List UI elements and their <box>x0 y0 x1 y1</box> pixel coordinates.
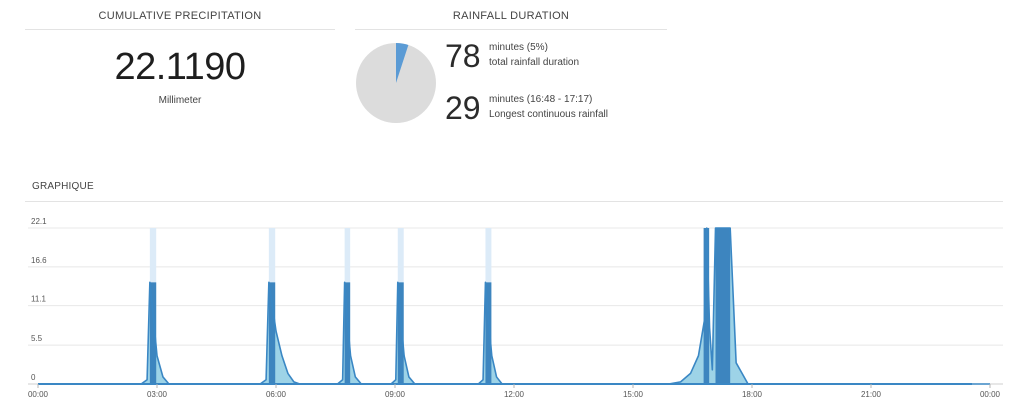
rain-bar <box>397 282 404 384</box>
series-area <box>38 228 990 384</box>
rainfall-duration-pie <box>356 43 436 123</box>
longest-rainfall-range-label: minutes (16:48 - 17:17) <box>489 94 593 105</box>
graph-title: GRAPHIQUE <box>32 181 94 192</box>
x-tick-label: 09:00 <box>385 390 406 399</box>
cumulative-precipitation-value: 22.1190 <box>114 46 246 88</box>
chart-axes: 22.1 16.6 11.1 5.5 0 00:00 03:00 06:00 09:00 12:0… <box>28 217 1001 399</box>
pie-slice-rain <box>396 43 409 83</box>
chart-bars <box>149 228 731 384</box>
total-rainfall-minutes: 78 <box>445 38 481 74</box>
x-tick-label: 06:00 <box>266 390 287 399</box>
rain-bar <box>149 282 157 384</box>
cumulative-precipitation-title: CUMULATIVE PRECIPITATION <box>98 10 262 22</box>
rain-bar <box>268 282 276 384</box>
chart-gridlines <box>28 227 1003 385</box>
x-tick-label: 00:00 <box>980 390 1001 399</box>
longest-rainfall-minutes: 29 <box>445 90 481 126</box>
chart-line <box>38 227 990 385</box>
rainfall-duration-title: RAINFALL DURATION <box>452 10 570 22</box>
chart-area <box>38 228 990 384</box>
rain-bar <box>703 228 710 384</box>
rainfall-duration-divider <box>355 29 667 30</box>
rain-bar <box>344 282 351 384</box>
cumulative-precipitation-divider <box>25 29 335 30</box>
graph-divider <box>25 201 1003 202</box>
total-rainfall-percent-label: minutes (5%) <box>489 42 548 53</box>
x-tick-label: 03:00 <box>147 390 168 399</box>
y-tick-label: 22.1 <box>31 217 47 226</box>
rain-bar <box>485 282 492 384</box>
x-tick-label: 00:00 <box>28 390 49 399</box>
x-tick-label: 12:00 <box>504 390 525 399</box>
cumulative-precipitation-unit: Millimeter <box>158 95 202 106</box>
series-line <box>38 227 990 385</box>
rain-bar <box>715 228 731 384</box>
y-tick-label: 11.1 <box>31 295 47 304</box>
y-tick-label: 0 <box>31 373 36 382</box>
longest-rainfall-caption: Longest continuous rainfall <box>489 109 608 120</box>
x-tick-label: 15:00 <box>623 390 644 399</box>
total-rainfall-caption: total rainfall duration <box>489 57 580 68</box>
x-tick-label: 21:00 <box>861 390 882 399</box>
x-tick-label: 18:00 <box>742 390 763 399</box>
y-tick-label: 16.6 <box>31 256 47 265</box>
y-tick-label: 5.5 <box>31 334 43 343</box>
